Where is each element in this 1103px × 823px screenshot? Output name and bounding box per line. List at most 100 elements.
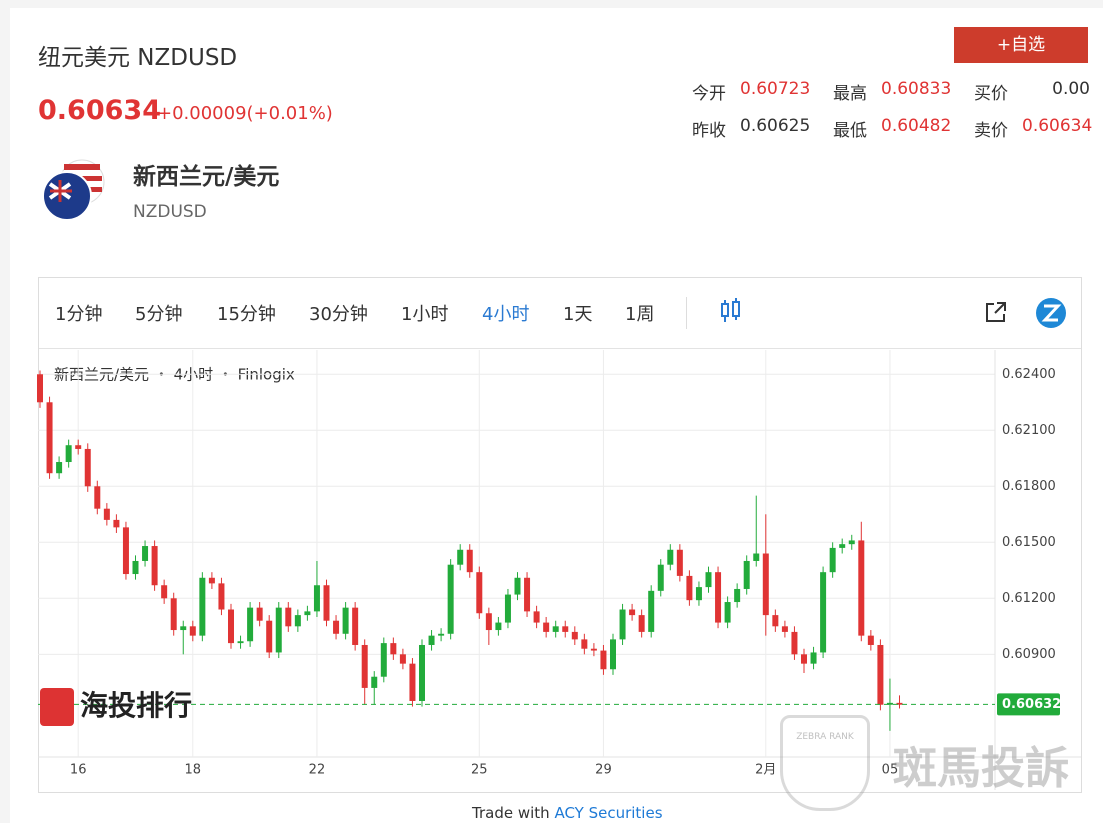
flag-icon (42, 159, 105, 221)
candle-body (199, 577, 206, 636)
quote-value: 0.60833 (881, 79, 952, 99)
candle-body (37, 374, 43, 403)
candle-body (571, 631, 578, 640)
candle-body (810, 652, 817, 664)
candle-body (103, 508, 110, 520)
y-tick-label: 0.62100 (1002, 423, 1056, 438)
quote-value: 0.60482 (881, 116, 952, 136)
x-tick-label: 22 (309, 763, 326, 778)
x-tick-label: 16 (70, 763, 87, 778)
candle-body (409, 663, 416, 701)
candle-body (562, 626, 569, 632)
timeframe-tab[interactable]: 4小时 (482, 304, 530, 325)
candle-body (266, 620, 273, 653)
candle-body (380, 643, 387, 677)
product-code: NZDUSD (133, 202, 207, 222)
candle-body (428, 635, 435, 645)
candle-body (820, 572, 827, 653)
x-tick-label: 18 (185, 763, 202, 778)
watermark-badge-text: ZEBRA RANK (796, 732, 854, 742)
chart-type-icon[interactable] (719, 298, 743, 324)
watch-button[interactable]: +自选 (954, 27, 1088, 63)
chart-frame (38, 277, 1082, 793)
popout-icon[interactable] (984, 300, 1008, 324)
candle-body (743, 560, 750, 589)
candle-body (142, 546, 149, 561)
candle-body (304, 611, 311, 616)
candle-body (504, 594, 511, 623)
candle-body (867, 635, 874, 645)
title: 纽元美元 NZDUSD (38, 45, 238, 71)
candle-body (208, 577, 215, 584)
candle-body (533, 611, 540, 623)
x-tick-label: 29 (595, 763, 612, 778)
timeframe-tab[interactable]: 30分钟 (309, 304, 368, 325)
candle-body (333, 620, 340, 634)
change: +0.00009(+0.01%) (157, 103, 333, 124)
y-tick-label: 0.61200 (1002, 591, 1056, 606)
y-tick-label: 0.61800 (1002, 479, 1056, 494)
candle-body (648, 590, 655, 632)
candle-body (285, 607, 292, 627)
candle-body (476, 572, 483, 614)
candle-body (65, 445, 72, 463)
candle-body (485, 613, 492, 631)
candle-body (352, 607, 359, 645)
card (10, 8, 1103, 823)
footer: Trade with ACY Securities (472, 804, 663, 822)
candle-body (638, 615, 645, 632)
candle-body (294, 615, 301, 627)
product-name: 新西兰元/美元 (133, 164, 280, 190)
separator (686, 297, 687, 329)
timeframe-tab[interactable]: 1小时 (401, 304, 449, 325)
watermark-badge: ZEBRA RANK (780, 715, 870, 811)
candle-body (313, 585, 320, 612)
candle-body (858, 540, 865, 636)
x-tick-label: 25 (471, 763, 488, 778)
timeframe-tab[interactable]: 5分钟 (135, 304, 183, 325)
candle-body (399, 654, 406, 664)
candle-body (256, 607, 263, 621)
candle-body (237, 641, 244, 644)
candle-body (56, 462, 63, 474)
quote-value: 0.60634 (1022, 116, 1093, 136)
candle-body (371, 676, 378, 688)
candle-body (724, 602, 731, 623)
candle-body (896, 702, 903, 705)
candle-body (772, 615, 779, 627)
quote-value: 0.00 (1052, 79, 1090, 99)
watermark-right: 斑馬投訴 (893, 743, 1069, 794)
brand-icon[interactable] (1035, 297, 1067, 329)
candle-body (619, 609, 626, 640)
footer-link[interactable]: ACY Securities (554, 804, 663, 822)
candle-body (228, 609, 234, 644)
watermark-left-text: 海投排行 (80, 689, 193, 722)
x-tick-label: 05 (882, 763, 899, 778)
candle-body (180, 626, 187, 631)
last-price-label: 0.60632 (1002, 697, 1061, 712)
candle-body (361, 644, 368, 688)
quote-label: 买价 (974, 84, 1008, 104)
candle-body (877, 644, 884, 705)
candle-body (552, 626, 559, 632)
y-tick-label: 0.61500 (1002, 535, 1056, 550)
price: 0.60634 (38, 95, 161, 126)
candle-body (466, 549, 473, 573)
candle-body (543, 622, 550, 632)
candle-body (161, 585, 168, 599)
candle-body (132, 560, 139, 575)
candle-body (839, 544, 846, 548)
timeframe-tab[interactable]: 15分钟 (217, 304, 276, 325)
candle-body (753, 553, 760, 561)
candle-body (848, 540, 855, 545)
candle-body (457, 549, 464, 565)
timeframe-tab[interactable]: 1天 (563, 304, 593, 325)
candle-body (762, 553, 769, 616)
candle-body (390, 643, 397, 655)
timeframe-tab[interactable]: 1分钟 (55, 304, 103, 325)
timeframe-tab[interactable]: 1周 (625, 304, 655, 325)
candle-body (75, 445, 82, 449)
candle-body (170, 598, 177, 631)
candle-body (734, 588, 741, 603)
quote-label: 最高 (833, 84, 867, 104)
